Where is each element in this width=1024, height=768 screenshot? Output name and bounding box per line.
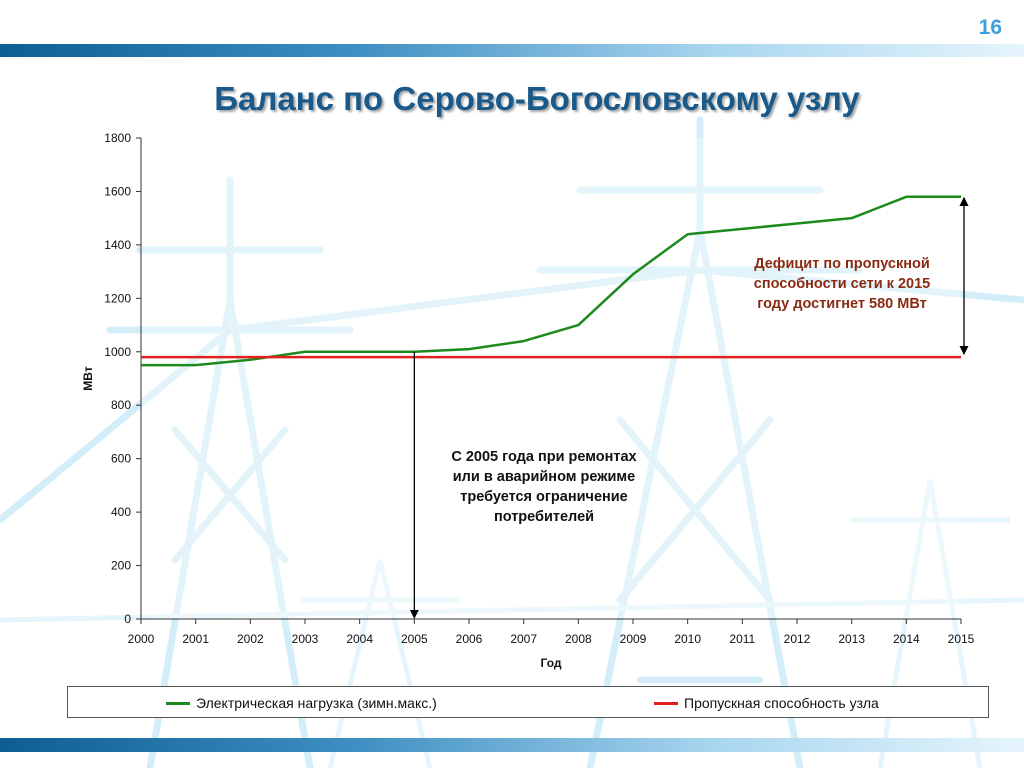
x-tick-label: 2011	[729, 632, 755, 646]
legend-label-load: Электрическая нагрузка (зимн.макс.)	[196, 695, 437, 711]
y-tick-label: 800	[111, 398, 131, 412]
x-tick-label: 2001	[182, 632, 209, 646]
restriction-annotation-line: или в аварийном режиме	[452, 469, 636, 485]
y-tick-label: 200	[111, 559, 131, 573]
x-tick-label: 2014	[893, 632, 920, 646]
y-tick-label: 400	[111, 505, 131, 519]
x-tick-label: 2003	[292, 632, 319, 646]
deficit-annotation-line: способности сети к 2015	[753, 276, 931, 292]
y-tick-label: 600	[111, 452, 131, 466]
x-tick-label: 2002	[237, 632, 264, 646]
page-number: 16	[978, 16, 1002, 39]
deficit-annotation: Дефицит по пропускной способности сети к…	[728, 254, 956, 314]
bottom-decorative-band	[0, 738, 1024, 752]
x-tick-label: 2009	[620, 632, 647, 646]
x-tick-label: 2005	[401, 632, 428, 646]
legend-swatch-load	[166, 701, 190, 705]
deficit-annotation-line: году достигнет 580 МВт	[757, 296, 927, 312]
y-tick-label: 1600	[104, 184, 131, 198]
slide-title: Баланс по Серово-Богословскому узлу	[214, 80, 860, 117]
x-tick-label: 2007	[510, 632, 537, 646]
restriction-annotation-line: требуется ограничение	[460, 489, 628, 505]
x-tick-label: 2012	[784, 632, 811, 646]
legend-item-capacity: Пропускная способность узла	[654, 694, 879, 712]
y-tick-label: 1000	[104, 345, 131, 359]
legend-item-load: Электрическая нагрузка (зимн.макс.)	[166, 694, 437, 712]
x-tick-label: 2010	[674, 632, 701, 646]
restriction-annotation-line: С 2005 года при ремонтах	[451, 449, 637, 465]
plot-area	[141, 138, 961, 619]
x-axis-label: Год	[541, 656, 562, 670]
top-decorative-band	[0, 44, 1024, 57]
x-tick-label: 2006	[456, 632, 483, 646]
y-tick-label: 1200	[104, 291, 131, 305]
y-tick-label: 1800	[104, 131, 131, 145]
deficit-annotation-line: Дефицит по пропускной	[754, 256, 930, 272]
y-tick-label: 1400	[104, 238, 131, 252]
x-tick-label: 2015	[948, 632, 975, 646]
chart-legend: Электрическая нагрузка (зимн.макс.) Проп…	[67, 686, 989, 718]
x-tick-label: 2000	[128, 632, 155, 646]
x-tick-label: 2013	[838, 632, 865, 646]
restriction-annotation: С 2005 года при ремонтах или в аварийном…	[418, 447, 670, 527]
y-axis-label: МВт	[81, 366, 95, 391]
x-tick-label: 2004	[346, 632, 373, 646]
series-line-load	[141, 195, 961, 367]
legend-swatch-capacity	[654, 701, 678, 705]
y-tick-label: 0	[124, 612, 131, 626]
legend-label-capacity: Пропускная способность узла	[684, 695, 879, 711]
x-tick-label: 2008	[565, 632, 592, 646]
restriction-annotation-line: потребителей	[493, 509, 595, 525]
